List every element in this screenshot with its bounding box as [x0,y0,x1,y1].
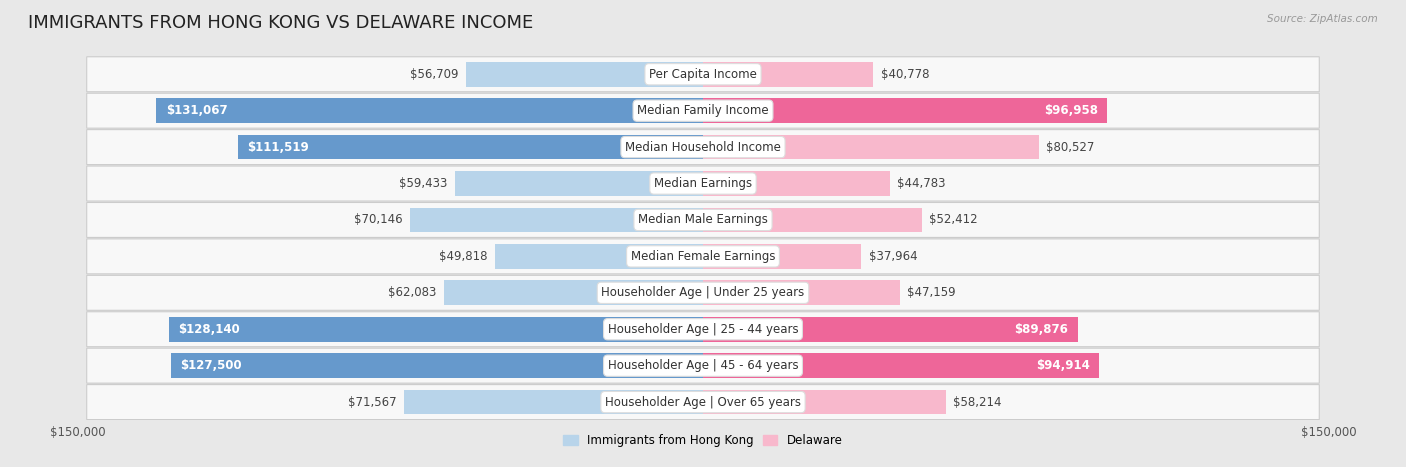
Text: $89,876: $89,876 [1015,323,1069,336]
Bar [703,389,946,415]
Bar [703,98,1108,123]
Text: $131,067: $131,067 [166,104,228,117]
Text: $94,914: $94,914 [1036,359,1090,372]
Bar [169,317,703,342]
Text: $96,958: $96,958 [1045,104,1098,117]
Bar [172,353,703,378]
Text: Median Family Income: Median Family Income [637,104,769,117]
FancyBboxPatch shape [87,93,1319,128]
Bar [467,62,703,87]
FancyBboxPatch shape [87,57,1319,92]
FancyBboxPatch shape [87,276,1319,310]
Text: $62,083: $62,083 [388,286,436,299]
Bar [444,280,703,305]
Text: Median Earnings: Median Earnings [654,177,752,190]
Text: $80,527: $80,527 [1046,141,1095,154]
Bar [703,317,1078,342]
Bar [703,171,890,196]
Text: Source: ZipAtlas.com: Source: ZipAtlas.com [1267,14,1378,24]
Bar [703,134,1039,160]
Text: Median Household Income: Median Household Income [626,141,780,154]
Text: Householder Age | 45 - 64 years: Householder Age | 45 - 64 years [607,359,799,372]
FancyBboxPatch shape [87,130,1319,164]
FancyBboxPatch shape [87,348,1319,383]
Bar [703,207,921,233]
Text: Median Female Earnings: Median Female Earnings [631,250,775,263]
Text: $47,159: $47,159 [907,286,956,299]
Bar [411,207,703,233]
FancyBboxPatch shape [87,385,1319,419]
Bar [703,62,873,87]
FancyBboxPatch shape [87,166,1319,201]
Text: Householder Age | 25 - 44 years: Householder Age | 25 - 44 years [607,323,799,336]
Text: Per Capita Income: Per Capita Income [650,68,756,81]
Text: $71,567: $71,567 [349,396,396,409]
Bar [156,98,703,123]
Bar [495,244,703,269]
Bar [703,353,1099,378]
Bar [238,134,703,160]
Bar [703,244,862,269]
Text: $128,140: $128,140 [179,323,239,336]
FancyBboxPatch shape [87,239,1319,274]
Text: $37,964: $37,964 [869,250,918,263]
Text: $127,500: $127,500 [180,359,242,372]
Text: Median Male Earnings: Median Male Earnings [638,213,768,226]
Bar [703,280,900,305]
Text: $56,709: $56,709 [411,68,458,81]
FancyBboxPatch shape [87,203,1319,237]
Text: $58,214: $58,214 [953,396,1002,409]
FancyBboxPatch shape [87,312,1319,347]
Text: $59,433: $59,433 [399,177,447,190]
Text: $70,146: $70,146 [354,213,404,226]
Text: Householder Age | Over 65 years: Householder Age | Over 65 years [605,396,801,409]
Bar [456,171,703,196]
Text: $40,778: $40,778 [880,68,929,81]
Text: IMMIGRANTS FROM HONG KONG VS DELAWARE INCOME: IMMIGRANTS FROM HONG KONG VS DELAWARE IN… [28,14,533,32]
Legend: Immigrants from Hong Kong, Delaware: Immigrants from Hong Kong, Delaware [564,434,842,447]
Text: $111,519: $111,519 [247,141,309,154]
Text: $49,818: $49,818 [439,250,488,263]
Text: $44,783: $44,783 [897,177,946,190]
Bar [405,389,703,415]
Text: $52,412: $52,412 [929,213,977,226]
Text: Householder Age | Under 25 years: Householder Age | Under 25 years [602,286,804,299]
